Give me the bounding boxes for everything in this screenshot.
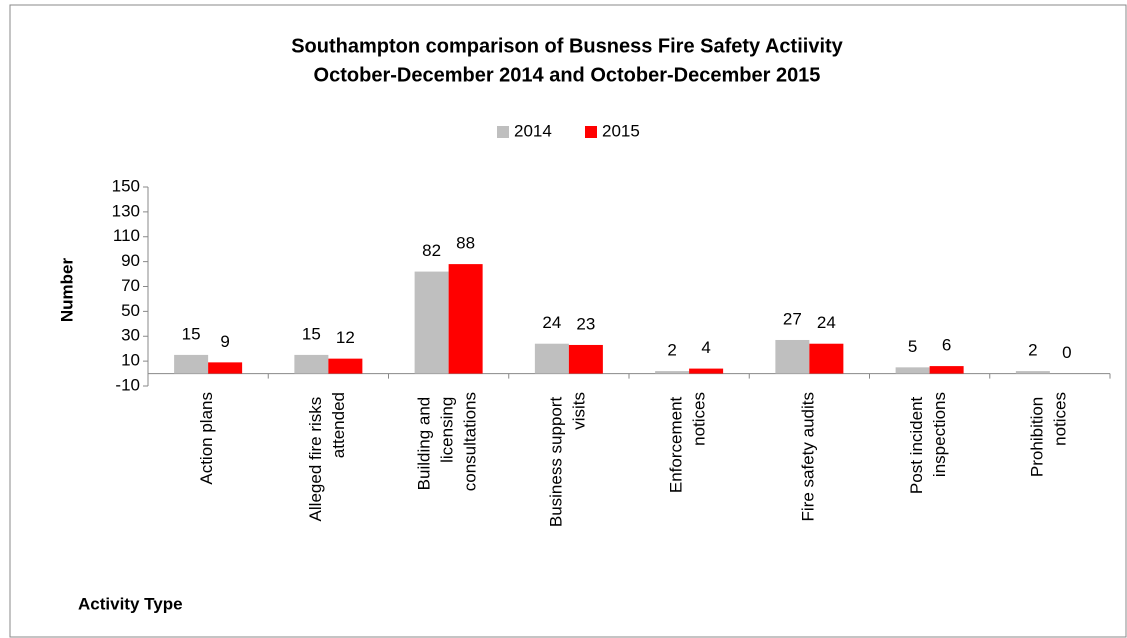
- y-tick-label: 90: [121, 251, 140, 270]
- bar: [568, 344, 603, 374]
- bar: [809, 343, 844, 374]
- y-tick-label: 10: [121, 351, 140, 370]
- data-label: 9: [220, 332, 229, 351]
- bar: [775, 339, 810, 374]
- x-tick-label: Action plans: [198, 392, 217, 485]
- y-tick-label: 110: [113, 226, 140, 245]
- bar: [655, 371, 690, 374]
- data-label: 2: [667, 341, 676, 360]
- x-tick-label: Business support visits: [547, 392, 589, 527]
- bar: [689, 368, 724, 374]
- data-label: 88: [456, 234, 475, 253]
- x-tick-label: Alleged fire risks attended: [306, 392, 348, 521]
- data-label: 82: [422, 241, 441, 260]
- bar: [208, 362, 243, 374]
- legend-swatch: [585, 126, 597, 138]
- bar: [294, 354, 329, 374]
- bar: [895, 367, 930, 374]
- legend-label: 2014: [514, 121, 552, 140]
- data-label: 24: [817, 313, 836, 332]
- data-label: 6: [942, 336, 951, 355]
- bar: [328, 358, 363, 374]
- y-tick-label: 50: [121, 301, 140, 320]
- x-tick-label: Prohibition notices: [1028, 392, 1070, 477]
- data-label: 4: [701, 338, 710, 357]
- data-label: 0: [1062, 343, 1071, 362]
- chart-border: [9, 4, 1127, 638]
- x-tick-label: Fire safety audits: [799, 392, 818, 521]
- data-label: 5: [908, 337, 917, 356]
- bar: [414, 271, 449, 374]
- data-label: 12: [336, 328, 355, 347]
- x-axis-label: Activity Type: [78, 594, 183, 613]
- data-label: 15: [302, 324, 321, 343]
- data-label: 27: [783, 309, 802, 328]
- x-tick-label: Enforcement notices: [667, 392, 709, 493]
- y-tick-label: -10: [115, 375, 140, 394]
- data-label: 2: [1028, 341, 1037, 360]
- bar: [534, 343, 569, 374]
- bar: [929, 366, 964, 374]
- data-label: 24: [542, 313, 561, 332]
- data-label: 15: [182, 324, 201, 343]
- y-tick-label: 30: [121, 326, 140, 345]
- legend-label: 2015: [602, 121, 640, 140]
- bar: [174, 354, 209, 374]
- chart-title: Southampton comparison of Busness Fire S…: [291, 35, 843, 57]
- bar: [1015, 371, 1050, 374]
- x-tick-label: Building and licensing consultations: [415, 392, 480, 491]
- y-tick-label: 130: [112, 201, 140, 220]
- y-tick-label: 70: [121, 276, 140, 295]
- y-axis-label: Number: [57, 258, 76, 323]
- bar: [448, 264, 483, 374]
- data-label: 23: [576, 314, 595, 333]
- legend-swatch: [497, 126, 509, 138]
- x-tick-label: Post incident inspections: [908, 392, 950, 494]
- y-tick-label: 150: [112, 176, 140, 195]
- chart-title: October-December 2014 and October-Decemb…: [314, 64, 821, 86]
